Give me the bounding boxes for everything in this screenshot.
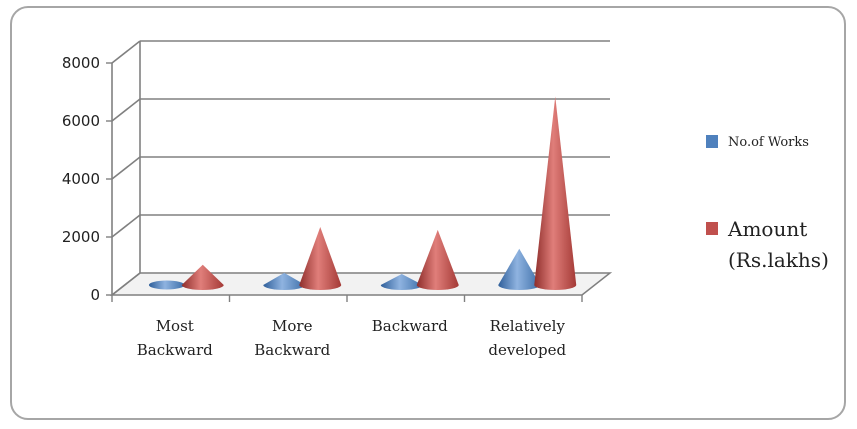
cone-no-of-works [498, 248, 541, 290]
legend-swatch-amount [706, 222, 718, 235]
cones [148, 96, 577, 290]
cone-body [416, 229, 459, 290]
y-tick-label: 2000 [62, 228, 100, 246]
gridline-depth [111, 156, 141, 180]
gridline-depth [111, 98, 141, 122]
cone-body [299, 227, 342, 290]
cone-base [148, 280, 185, 290]
legend-swatch-no-of-works [706, 135, 718, 148]
cone-no-of-works [380, 273, 423, 290]
cone-no-of-works [148, 280, 185, 290]
category-label: Backward [254, 341, 330, 359]
category-label: More [272, 317, 313, 335]
legend-label-no-of-works: No.of Works [728, 135, 809, 150]
y-tick-label: 0 [90, 286, 100, 304]
gridline-depth [111, 40, 141, 64]
cone-body [263, 272, 306, 290]
category-label: developed [488, 341, 566, 359]
cone-amount [299, 227, 342, 290]
category-label: Backward [372, 317, 448, 335]
category-label: Most [156, 317, 194, 335]
gridline-depth [111, 272, 141, 296]
cone-amount [416, 229, 459, 290]
cone-amount [181, 264, 224, 290]
gridline-depth [111, 214, 141, 238]
category-label: Relatively [490, 317, 566, 335]
cone-body [181, 264, 224, 290]
cone-body [498, 248, 541, 290]
cone-body [534, 96, 577, 290]
legend-label-amount: Amount [727, 217, 807, 241]
y-tick-label: 8000 [62, 54, 100, 72]
cone-no-of-works [263, 272, 306, 290]
plot-area: 0 2000 4000 6000 8000 Most Backward More Backwar… [62, 40, 613, 359]
legend: No.of Works Amount (Rs.lakhs) [706, 135, 829, 272]
y-tick-label: 4000 [62, 170, 100, 188]
cone-body [380, 273, 423, 290]
chart-frame [10, 6, 846, 420]
legend-label-amount: (Rs.lakhs) [728, 248, 829, 272]
cone-amount [534, 96, 577, 290]
y-tick-label: 6000 [62, 112, 100, 130]
category-label: Backward [137, 341, 213, 359]
